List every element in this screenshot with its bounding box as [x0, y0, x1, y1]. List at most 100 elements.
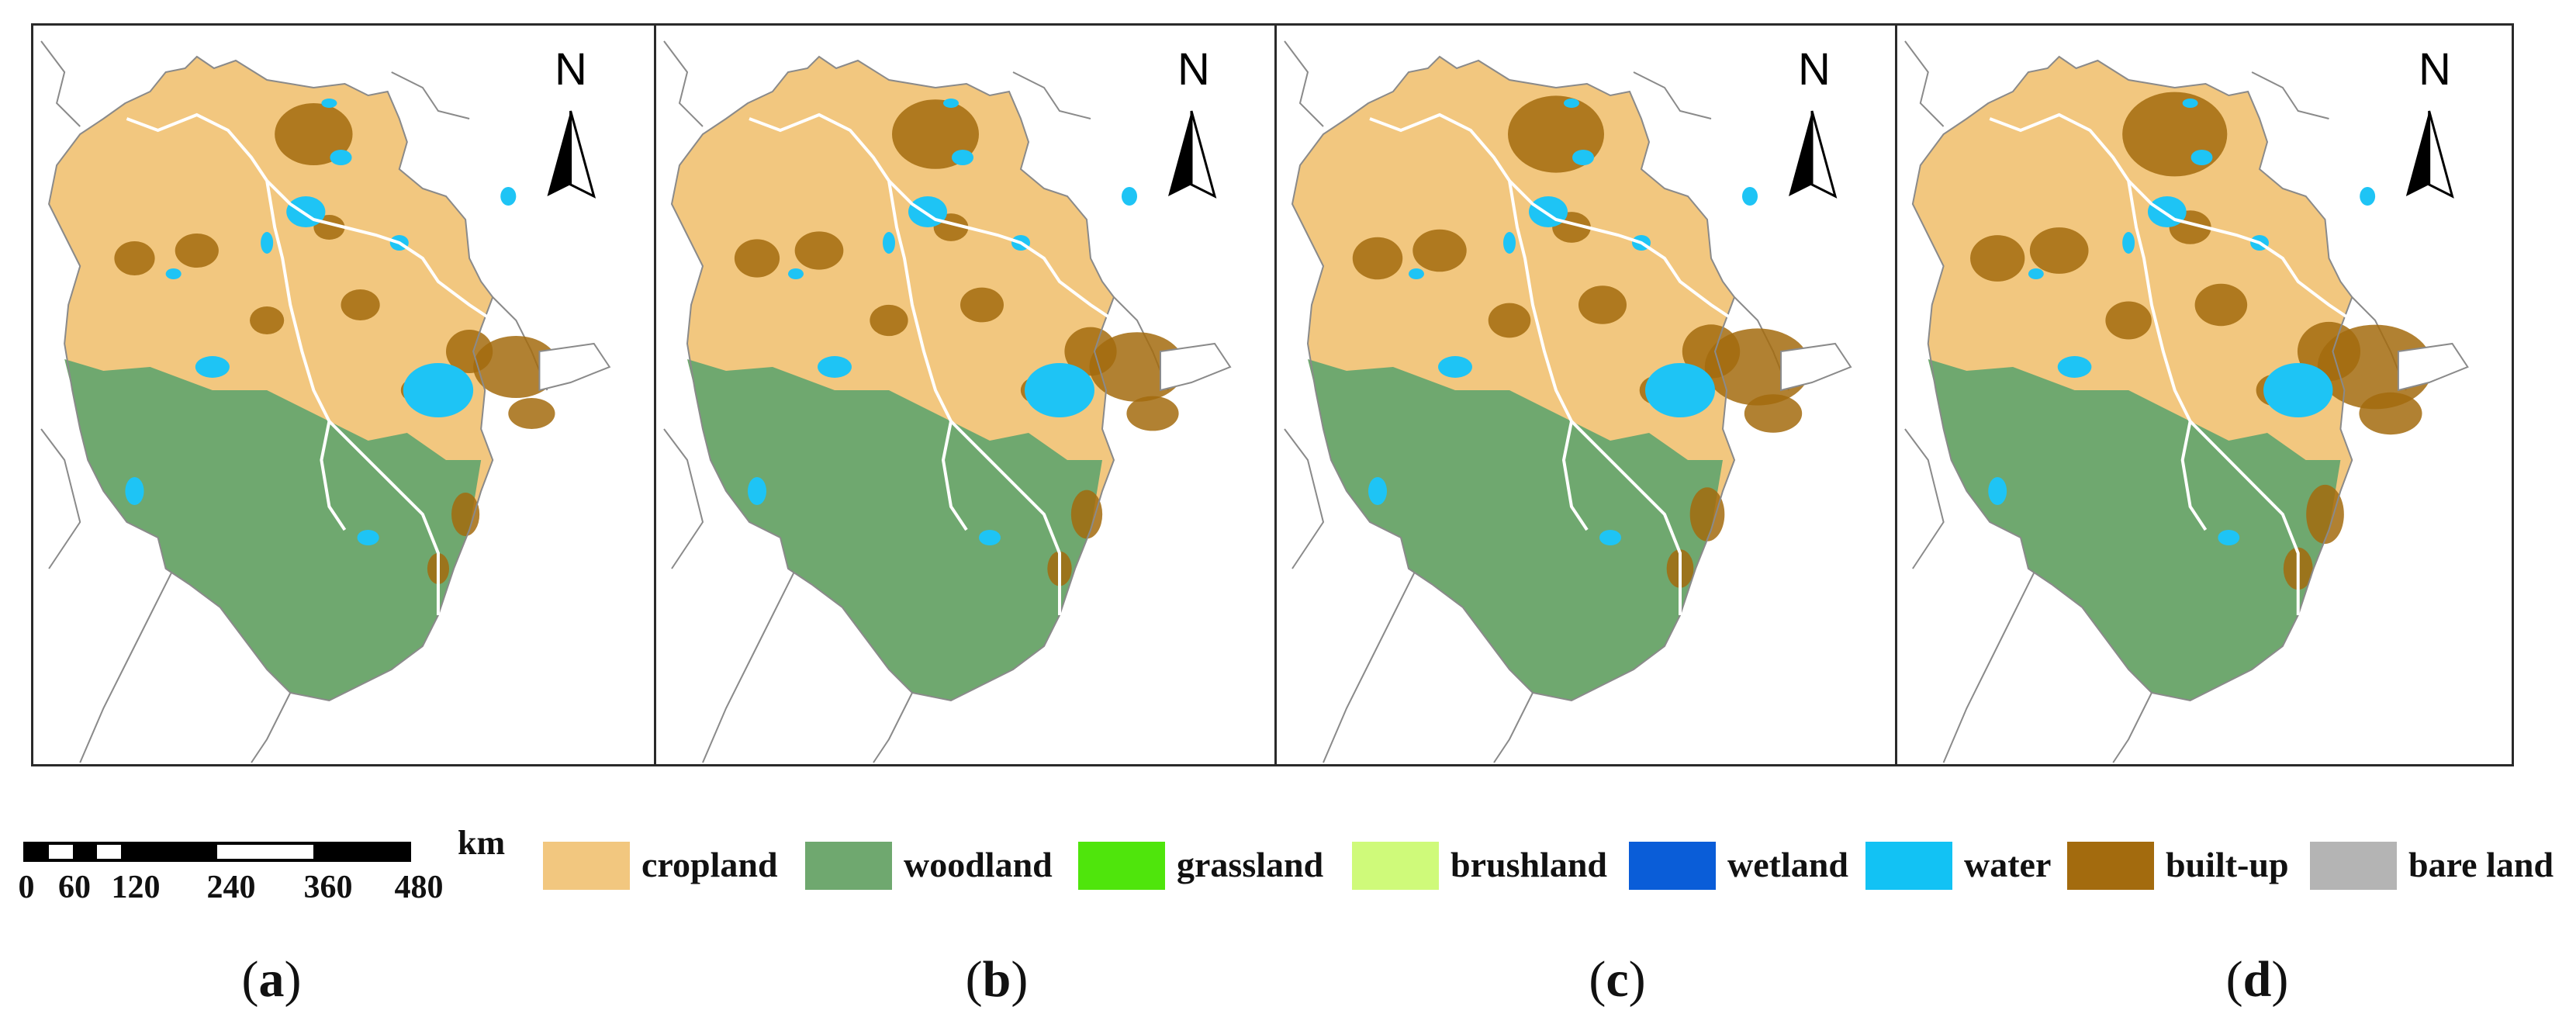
north-arrow-icon [2405, 110, 2454, 199]
north-arrow-left [2405, 111, 2429, 196]
province-boundary [126, 112, 494, 615]
legend-label: brushland [1451, 845, 1608, 884]
water-body [125, 477, 144, 505]
north-label: N [1177, 44, 1210, 95]
woodland-area [1928, 359, 2341, 701]
water-body [2182, 99, 2198, 108]
north-arrow-icon [1789, 110, 1838, 199]
region-outline [48, 55, 494, 702]
panel-divider [1895, 26, 1897, 764]
water-body [2190, 150, 2213, 165]
panel-divider [1274, 26, 1277, 764]
built-up-patch [508, 398, 555, 429]
built-up-patch [1488, 303, 1531, 338]
water-body [2263, 363, 2333, 417]
water-body [500, 187, 517, 206]
map-canvas [40, 40, 611, 763]
panel-label-d: (d) [2225, 951, 2289, 1008]
north-arrow-right [1810, 110, 1838, 199]
estuary [2397, 342, 2469, 392]
built-up-patch [473, 336, 559, 398]
legend-swatch [2310, 842, 2397, 890]
built-up-patch [2359, 392, 2422, 435]
water-body [321, 99, 337, 108]
water-body [1409, 268, 1424, 279]
built-up-patch [2194, 283, 2248, 327]
water-body [330, 150, 352, 165]
map-canvas [1284, 40, 1852, 763]
water-body [2360, 187, 2376, 206]
built-up-patch [734, 239, 780, 278]
neighbor-boundary-line [663, 40, 1169, 763]
north-label: N [555, 44, 587, 95]
map-figure-frame: N N N N [31, 23, 2514, 766]
scale-tick-60: 60 [58, 870, 91, 905]
water-body [2028, 268, 2044, 279]
scale-bar: km 0 60 120 240 360 480 [19, 824, 520, 919]
scale-bar-graphic [23, 842, 411, 862]
built-up-patch [2105, 301, 2152, 340]
north-arrow-left [1789, 111, 1812, 196]
water-body [1529, 196, 1568, 227]
water-body [1368, 477, 1387, 505]
built-up-patch [870, 304, 908, 337]
north-arrow-left [547, 111, 571, 196]
scale-tick-120: 120 [111, 870, 161, 905]
estuary [1780, 342, 1852, 392]
built-up-patch [341, 289, 380, 320]
region-outline [1291, 55, 1736, 702]
built-up-patch [445, 330, 493, 373]
panel-divider [654, 26, 656, 764]
estuary [1160, 342, 1232, 392]
water-body [1503, 232, 1516, 254]
built-up-patch [275, 103, 353, 165]
water-body [1572, 150, 1594, 165]
map-canvas [663, 40, 1232, 763]
scale-tick-0: 0 [18, 870, 35, 905]
water-body [1438, 356, 1472, 378]
scale-tick-360: 360 [303, 870, 353, 905]
map-panel-c: N [1277, 26, 1895, 764]
scale-unit: km [458, 824, 506, 862]
north-arrow-right [2428, 110, 2454, 199]
map-canvas [1904, 40, 2469, 763]
water-body [2122, 232, 2135, 254]
legend-label: built-up [2166, 845, 2289, 884]
water-body [357, 530, 379, 545]
water-body [195, 356, 230, 378]
water-body [908, 196, 947, 227]
region-outline [670, 55, 1115, 702]
built-up-patch [250, 306, 285, 334]
panel-label-a: (a) [241, 951, 302, 1008]
water-body [883, 232, 895, 254]
water-body [2057, 356, 2092, 378]
scale-tick-240: 240 [206, 870, 256, 905]
water-body [1742, 187, 1758, 206]
legend-swatch [543, 842, 630, 890]
legend-swatch [2067, 842, 2154, 890]
north-arrow-left [1168, 111, 1191, 196]
built-up-patch [1744, 394, 1803, 433]
built-up-patch [1412, 229, 1467, 272]
built-up-patch [1682, 324, 1741, 379]
built-up-patch [960, 287, 1004, 323]
north-arrow-icon [1168, 110, 1217, 199]
built-up-patch [1070, 490, 1103, 539]
legend-swatch [1629, 842, 1716, 890]
legend-label: wetland [1727, 845, 1848, 884]
woodland-area [687, 359, 1102, 701]
water-body [943, 99, 959, 108]
built-up-patch [2122, 92, 2228, 177]
water-body [165, 268, 182, 279]
water-body [403, 363, 474, 417]
water-body [286, 196, 326, 227]
legend-label: water [1964, 845, 2052, 884]
province-boundary [1369, 112, 1736, 615]
neighbor-boundary-line [40, 40, 548, 763]
woodland-area [64, 359, 482, 701]
panel-label-c: (c) [1589, 951, 1646, 1008]
built-up-patch [1970, 235, 2025, 282]
water-body [1645, 363, 1715, 417]
estuary [538, 342, 611, 392]
north-arrow-right [569, 110, 596, 199]
